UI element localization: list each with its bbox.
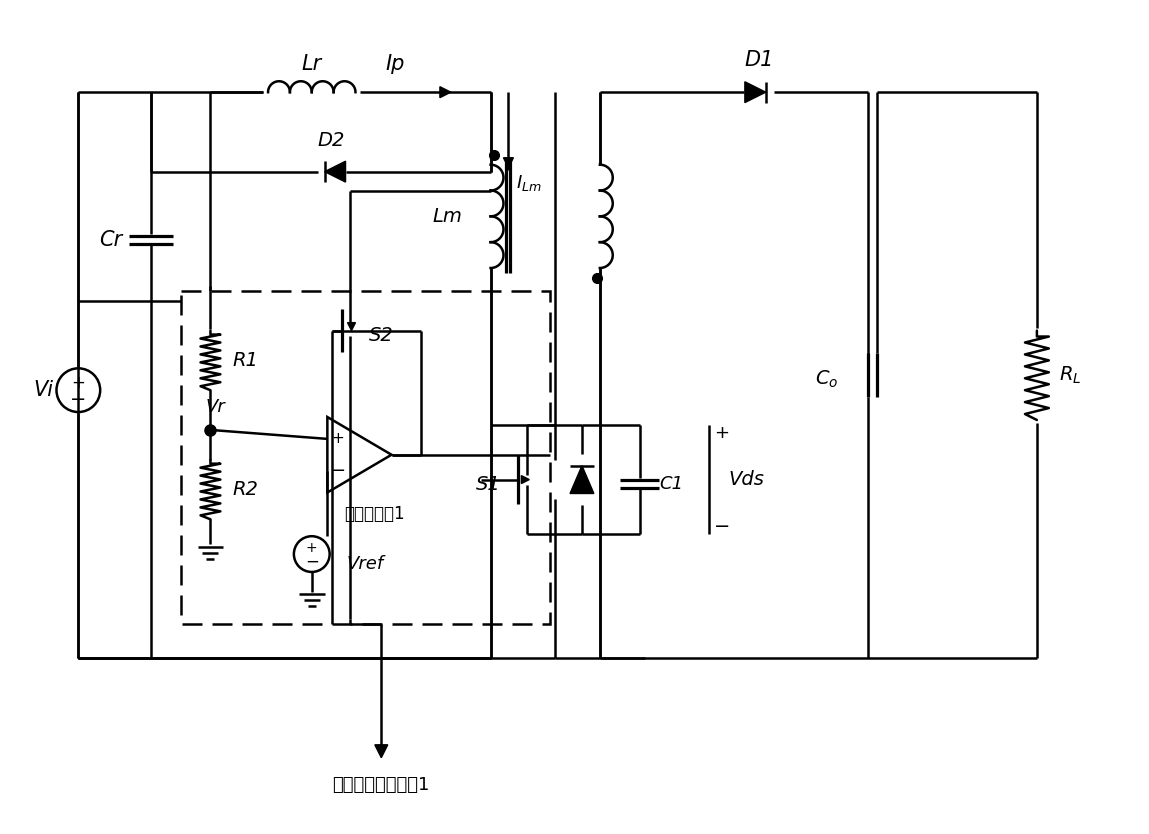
Text: Lr: Lr <box>302 54 322 74</box>
Text: −: − <box>330 461 345 480</box>
Text: 电压比较器1: 电压比较器1 <box>344 505 404 524</box>
Text: Vr: Vr <box>206 398 225 416</box>
Polygon shape <box>347 323 355 330</box>
Polygon shape <box>745 82 765 103</box>
Text: C$_o$: C$_o$ <box>815 369 838 390</box>
Text: S2: S2 <box>369 326 394 345</box>
Polygon shape <box>375 745 387 758</box>
Text: 电压门限控制电路1: 电压门限控制电路1 <box>332 776 430 794</box>
Text: +: + <box>714 424 730 442</box>
Polygon shape <box>325 161 346 182</box>
Text: R$_L$: R$_L$ <box>1058 364 1081 386</box>
Text: −: − <box>714 517 731 535</box>
Text: I$_{Lm}$: I$_{Lm}$ <box>516 173 542 193</box>
Text: −: − <box>304 553 318 571</box>
Polygon shape <box>440 87 450 98</box>
Polygon shape <box>522 475 530 484</box>
Text: R1: R1 <box>232 351 259 370</box>
Polygon shape <box>570 465 594 494</box>
Text: +: + <box>71 374 85 392</box>
Text: Vref: Vref <box>347 555 384 573</box>
Text: Vi: Vi <box>33 380 54 400</box>
Text: −: − <box>70 389 86 409</box>
Text: C1: C1 <box>660 475 684 493</box>
Text: D2: D2 <box>318 131 346 150</box>
Text: +: + <box>331 431 344 446</box>
Text: R2: R2 <box>232 480 259 499</box>
Text: D1: D1 <box>745 50 773 70</box>
Text: +: + <box>306 541 317 555</box>
Text: Vds: Vds <box>728 470 765 489</box>
Text: S1: S1 <box>476 475 501 494</box>
Text: Ip: Ip <box>386 54 404 74</box>
Text: Lm: Lm <box>433 207 463 226</box>
Text: Cr: Cr <box>100 230 123 250</box>
Polygon shape <box>503 158 514 168</box>
